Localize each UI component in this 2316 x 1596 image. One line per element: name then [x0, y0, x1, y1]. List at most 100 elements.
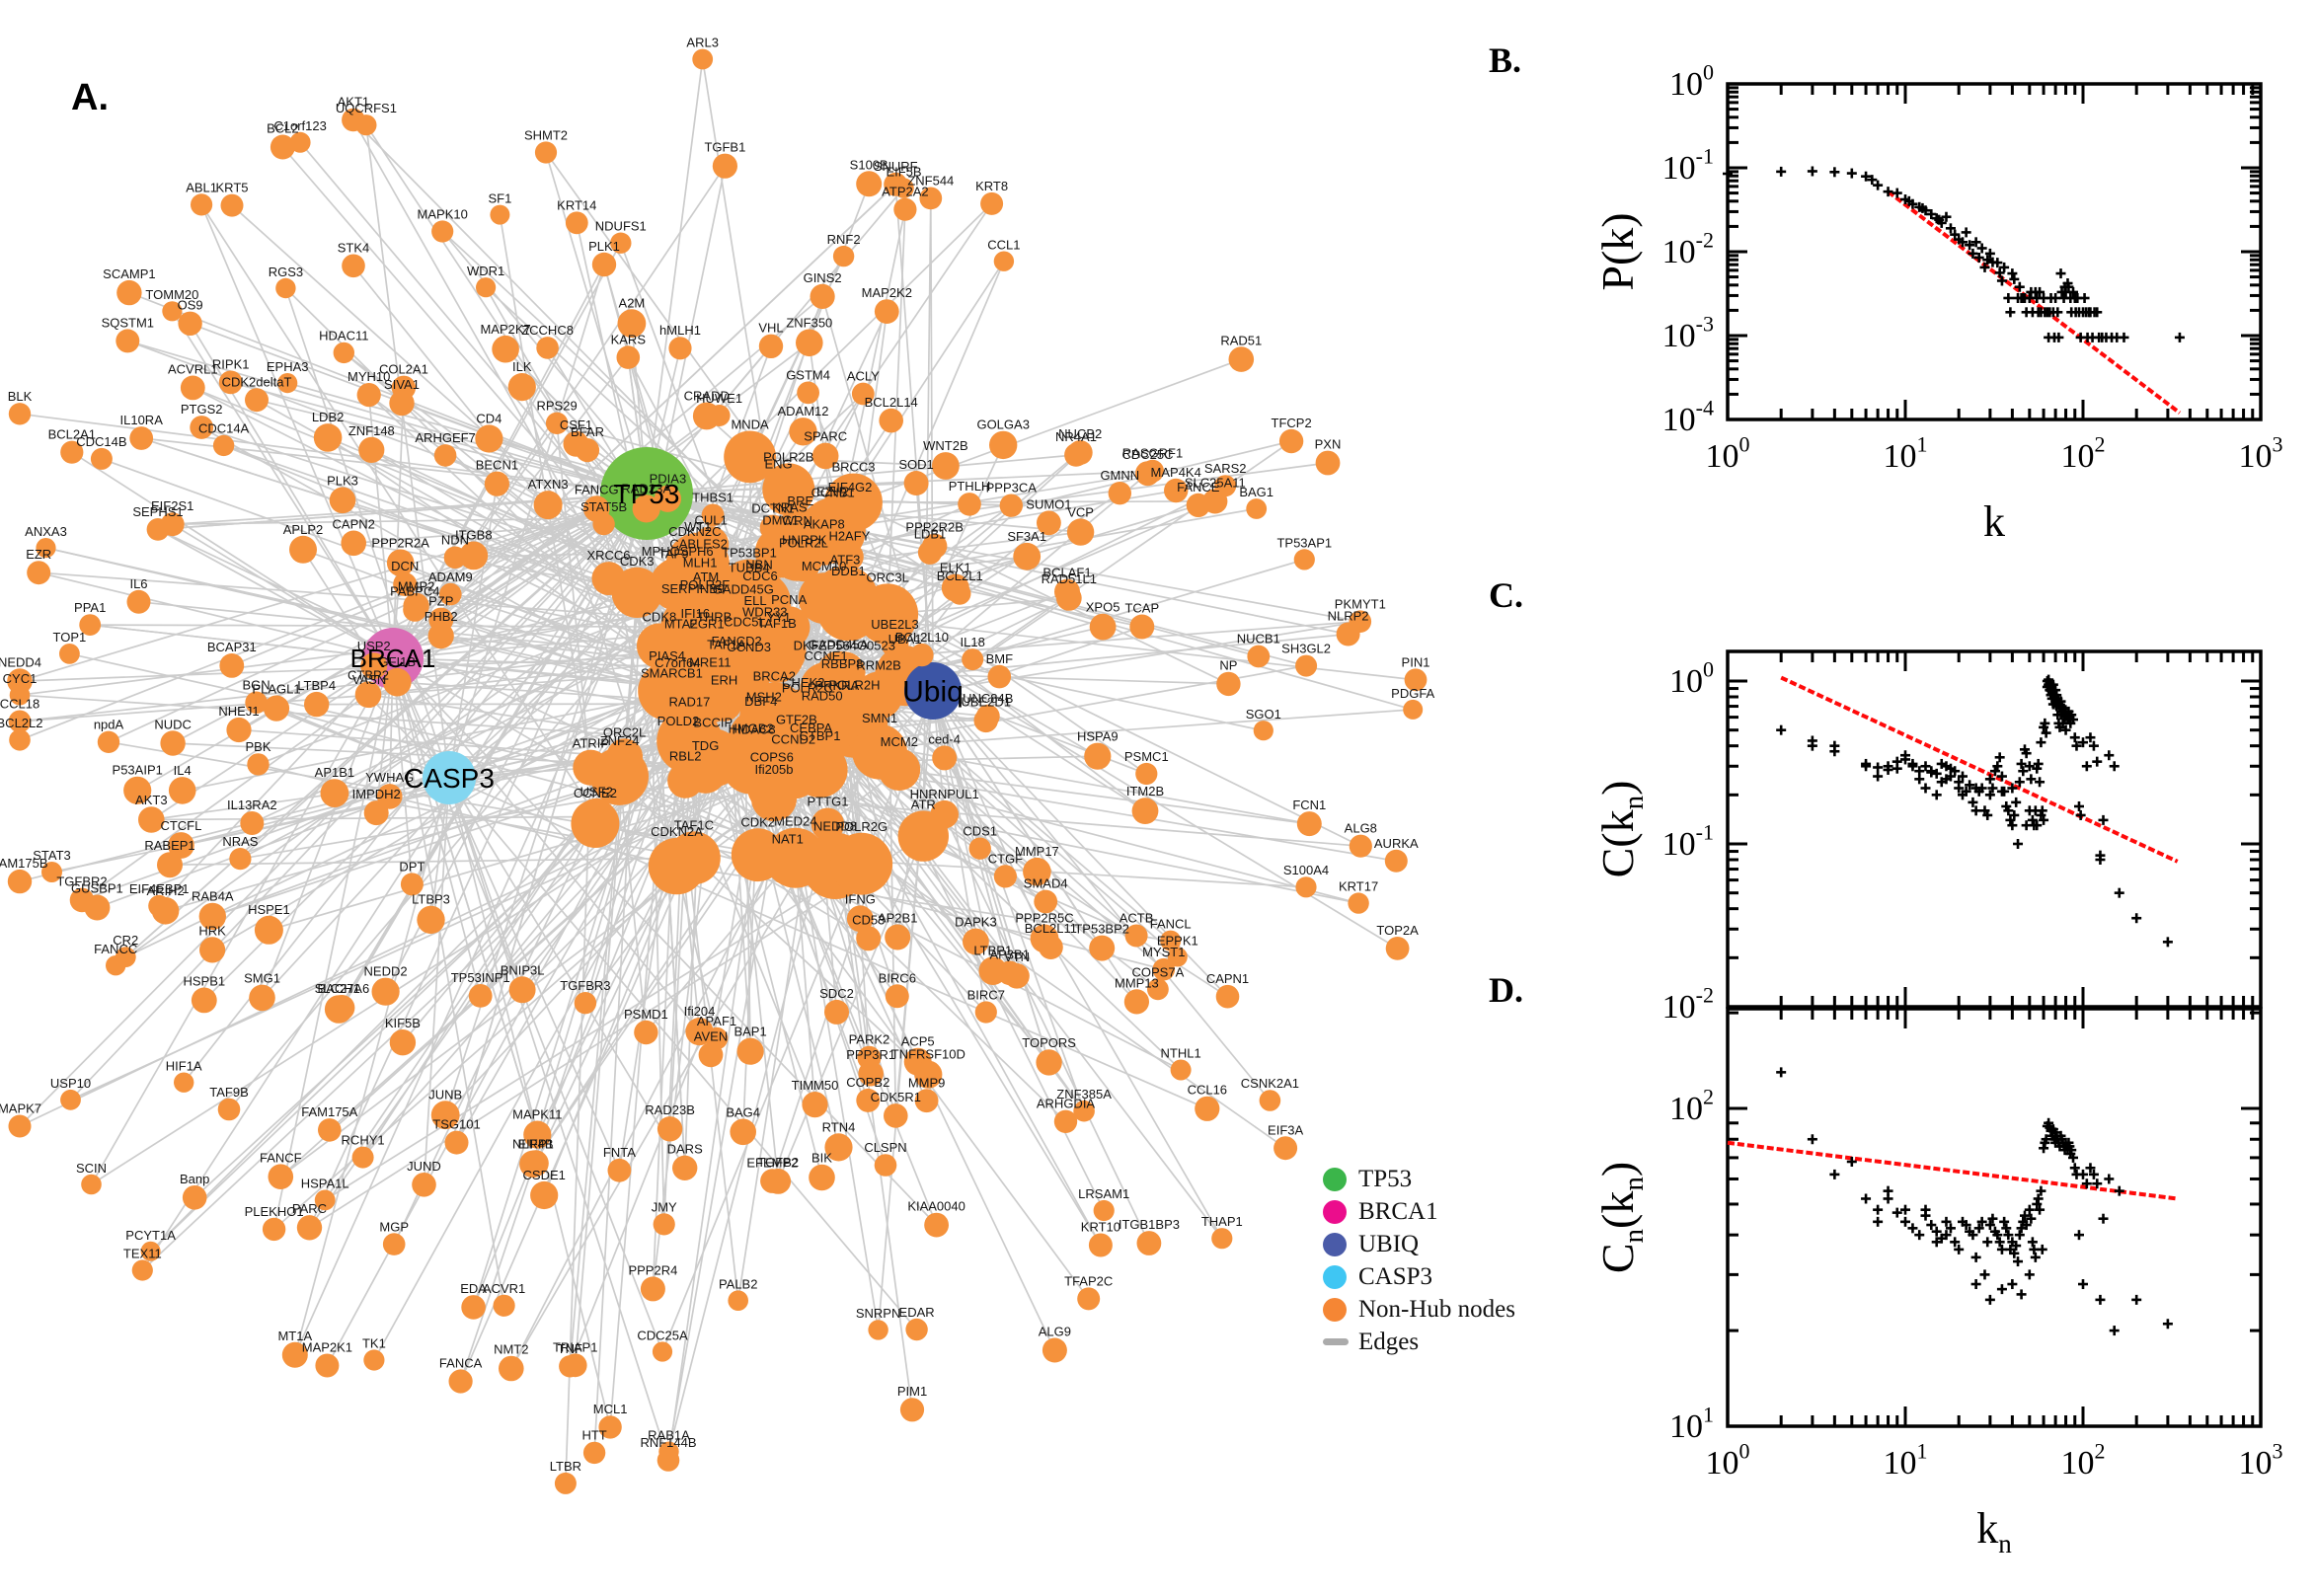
- network-node[interactable]: [352, 1147, 374, 1169]
- network-node[interactable]: [469, 984, 493, 1008]
- network-node[interactable]: [608, 1159, 632, 1182]
- network-node[interactable]: [657, 1116, 682, 1141]
- network-node[interactable]: [1294, 549, 1315, 570]
- network-node[interactable]: [797, 382, 819, 405]
- network-node[interactable]: [559, 1355, 580, 1377]
- network-node[interactable]: [330, 488, 356, 514]
- network-node[interactable]: [1385, 850, 1408, 873]
- network-node[interactable]: [490, 205, 509, 225]
- network-node[interactable]: [1039, 935, 1063, 959]
- network-node[interactable]: [1337, 623, 1360, 646]
- network-node[interactable]: [263, 1218, 285, 1241]
- network-node[interactable]: [1129, 615, 1154, 640]
- network-node[interactable]: [709, 405, 731, 426]
- network-node[interactable]: [355, 114, 376, 135]
- network-node[interactable]: [9, 403, 31, 424]
- network-node[interactable]: [174, 1073, 193, 1093]
- network-node[interactable]: [1013, 543, 1041, 570]
- network-node[interactable]: [728, 1290, 748, 1311]
- network-node[interactable]: [191, 193, 212, 215]
- network-node[interactable]: [667, 763, 703, 798]
- network-node[interactable]: [264, 696, 289, 722]
- network-node[interactable]: [315, 1354, 339, 1378]
- network-node[interactable]: [169, 777, 196, 804]
- network-node[interactable]: [856, 926, 881, 950]
- network-node[interactable]: [910, 644, 933, 666]
- network-node[interactable]: [980, 192, 1003, 215]
- network-node[interactable]: [218, 1099, 241, 1121]
- network-node[interactable]: [160, 730, 185, 755]
- network-node[interactable]: [363, 1349, 384, 1370]
- network-node[interactable]: [975, 1001, 997, 1023]
- network-node[interactable]: [737, 1038, 764, 1065]
- network-node[interactable]: [768, 845, 808, 884]
- network-node[interactable]: [641, 1276, 665, 1301]
- network-node[interactable]: [1386, 937, 1410, 960]
- network-node[interactable]: [573, 750, 608, 786]
- network-node[interactable]: [60, 1090, 81, 1110]
- network-node[interactable]: [81, 1175, 102, 1195]
- network-node[interactable]: [875, 1154, 897, 1177]
- network-node[interactable]: [98, 731, 119, 753]
- network-node[interactable]: [824, 1000, 849, 1025]
- network-node[interactable]: [1348, 892, 1368, 913]
- network-node[interactable]: [219, 653, 244, 678]
- network-node[interactable]: [269, 1164, 294, 1189]
- network-node[interactable]: [434, 444, 457, 467]
- network-node[interactable]: [249, 985, 275, 1012]
- network-node[interactable]: [509, 976, 536, 1003]
- network-node[interactable]: [304, 692, 329, 717]
- network-node[interactable]: [904, 471, 929, 495]
- network-node[interactable]: [875, 299, 899, 324]
- network-node[interactable]: [1056, 585, 1082, 611]
- network-node[interactable]: [1216, 672, 1240, 696]
- network-node[interactable]: [372, 978, 400, 1006]
- network-node[interactable]: [192, 988, 217, 1014]
- network-node[interactable]: [592, 253, 616, 276]
- network-node[interactable]: [796, 330, 823, 357]
- network-node[interactable]: [389, 391, 414, 416]
- network-node[interactable]: [949, 582, 971, 605]
- network-node[interactable]: [476, 277, 496, 297]
- network-node[interactable]: [536, 337, 559, 359]
- network-node[interactable]: [1316, 451, 1341, 476]
- network-node[interactable]: [989, 431, 1017, 459]
- network-node[interactable]: [508, 373, 536, 401]
- network-node[interactable]: [417, 906, 444, 934]
- network-node[interactable]: [1171, 1060, 1192, 1081]
- network-node[interactable]: [240, 811, 264, 835]
- network-node[interactable]: [699, 1042, 724, 1067]
- network-node[interactable]: [1229, 346, 1255, 372]
- network-node[interactable]: [1077, 1287, 1100, 1310]
- network-node[interactable]: [1000, 494, 1023, 517]
- network-node[interactable]: [994, 252, 1014, 271]
- network-node[interactable]: [885, 925, 910, 950]
- network-node[interactable]: [583, 1442, 605, 1464]
- network-node[interactable]: [390, 1029, 416, 1055]
- network-node[interactable]: [358, 686, 380, 708]
- network-node[interactable]: [667, 831, 721, 884]
- network-node[interactable]: [924, 1213, 949, 1238]
- network-node[interactable]: [178, 312, 201, 336]
- network-node[interactable]: [485, 472, 509, 496]
- network-node[interactable]: [657, 1449, 680, 1472]
- network-node[interactable]: [905, 1319, 927, 1340]
- network-node[interactable]: [9, 1115, 32, 1138]
- network-node[interactable]: [245, 388, 269, 412]
- network-node[interactable]: [1254, 721, 1274, 740]
- network-node[interactable]: [730, 1119, 756, 1146]
- network-node[interactable]: [475, 424, 502, 452]
- network-node[interactable]: [886, 984, 909, 1008]
- network-node[interactable]: [1084, 743, 1111, 770]
- network-node[interactable]: [494, 1295, 515, 1317]
- network-node[interactable]: [321, 779, 349, 807]
- network-node[interactable]: [181, 376, 205, 401]
- network-node[interactable]: [314, 423, 343, 452]
- network-node[interactable]: [617, 345, 641, 369]
- network-node[interactable]: [878, 748, 920, 791]
- network-node[interactable]: [499, 1356, 524, 1382]
- network-node[interactable]: [1036, 1049, 1061, 1075]
- network-node[interactable]: [1089, 1234, 1113, 1257]
- network-node[interactable]: [358, 437, 384, 463]
- network-node[interactable]: [576, 438, 599, 462]
